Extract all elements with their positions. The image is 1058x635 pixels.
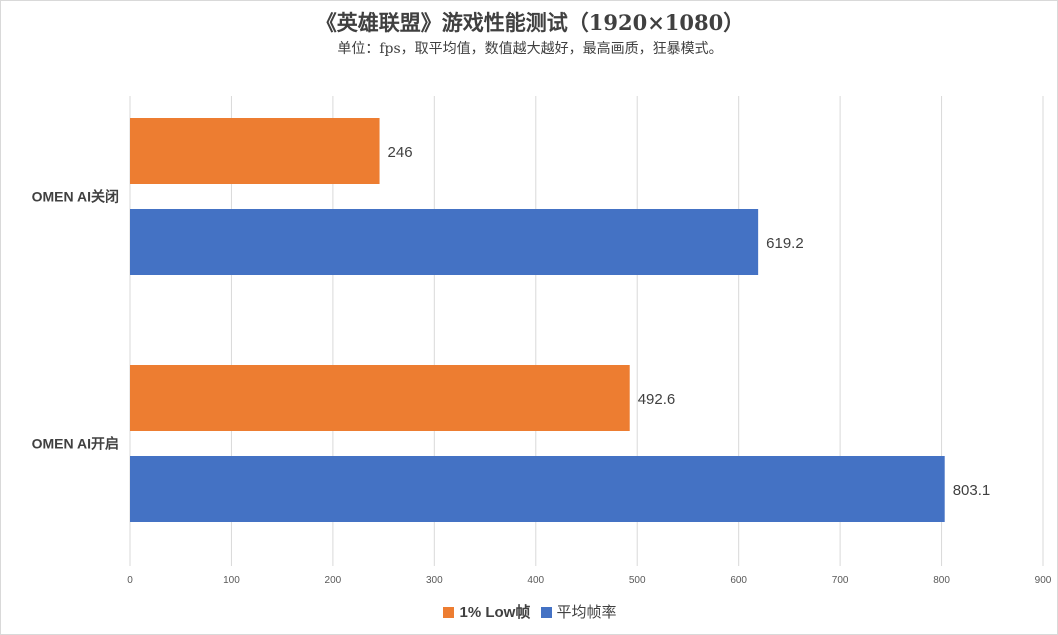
legend-item-avg[interactable]: 平均帧率 bbox=[540, 603, 617, 621]
legend-swatch-low bbox=[443, 607, 455, 618]
data-label: 492.6 bbox=[638, 391, 676, 408]
x-tick-label: 700 bbox=[832, 575, 849, 586]
chart-subtitle: 单位：fps，取平均值，数值越大越好，最高画质，狂暴模式。 bbox=[337, 41, 723, 57]
category-label: OMEN AI开启 bbox=[32, 436, 119, 452]
data-label: 803.1 bbox=[953, 482, 991, 499]
x-tick-label: 800 bbox=[933, 575, 950, 586]
x-tick-label: 400 bbox=[527, 575, 544, 586]
legend-item-low[interactable]: 1% Low帧 bbox=[443, 604, 530, 621]
legend: 1% Low帧 平均帧率 bbox=[1, 601, 1057, 622]
legend-swatch-avg bbox=[540, 607, 552, 618]
x-tick-label: 600 bbox=[730, 575, 747, 586]
category-label: OMEN AI关闭 bbox=[32, 189, 119, 205]
legend-label-low: 1% Low帧 bbox=[459, 604, 531, 621]
data-label: 619.2 bbox=[766, 235, 804, 252]
bar[interactable] bbox=[130, 118, 380, 184]
x-tick-label: 0 bbox=[127, 575, 133, 586]
bar[interactable] bbox=[130, 456, 945, 522]
x-tick-label: 900 bbox=[1035, 575, 1052, 586]
chart-title: 《英雄联盟》游戏性能测试（1920×1080） bbox=[315, 10, 745, 35]
data-label: 246 bbox=[388, 144, 413, 161]
x-tick-label: 200 bbox=[325, 575, 342, 586]
x-tick-label: 100 bbox=[223, 575, 240, 586]
bar[interactable] bbox=[130, 365, 630, 431]
bar[interactable] bbox=[130, 209, 759, 275]
x-tick-label: 500 bbox=[629, 575, 646, 586]
legend-label-avg: 平均帧率 bbox=[556, 603, 617, 621]
x-tick-label: 300 bbox=[426, 575, 443, 586]
